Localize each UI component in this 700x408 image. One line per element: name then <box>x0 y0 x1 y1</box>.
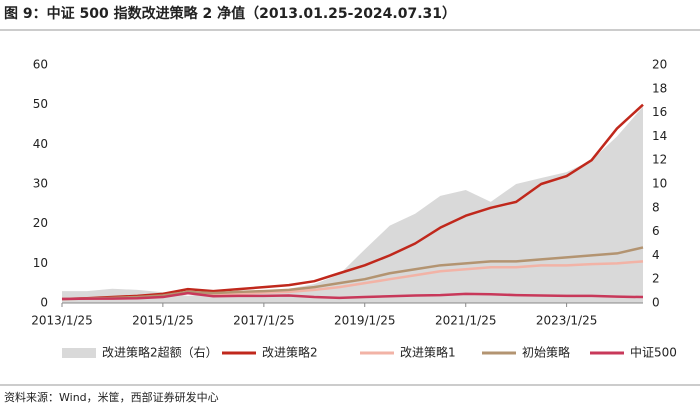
y2-tick-label: 8 <box>652 200 660 214</box>
legend-swatch <box>62 348 96 358</box>
legend-label: 改进策略2超额（右） <box>102 345 218 360</box>
y-tick-label: 20 <box>33 216 48 230</box>
legend-label: 中证500 <box>630 345 677 360</box>
y-tick-label: 60 <box>33 58 48 72</box>
legend-label: 改进策略2 <box>262 345 318 360</box>
line <box>61 246 644 301</box>
legend-label: 初始策略 <box>522 345 570 360</box>
x-tick-label: 2023/1/25 <box>536 314 598 328</box>
line <box>61 291 644 301</box>
y-tick-label: 10 <box>33 256 48 270</box>
area <box>62 106 643 304</box>
y2-tick-label: 10 <box>652 177 667 191</box>
source: 资料来源：Wind，米筐，西部证券研发中心 <box>4 390 219 404</box>
y2-tick-label: 20 <box>652 58 667 72</box>
y2-tick-label: 18 <box>652 81 667 95</box>
y2-tick-label: 6 <box>652 224 660 238</box>
y-tick-label: 0 <box>40 296 48 310</box>
x-tick-label: 2017/1/25 <box>233 314 295 328</box>
y-tick-label: 40 <box>33 137 48 151</box>
y2-tick-label: 12 <box>652 153 667 167</box>
legend-label: 改进策略1 <box>400 345 456 360</box>
y2-tick-label: 2 <box>652 272 660 286</box>
line <box>61 103 644 301</box>
chart-title: 图 9：中证 500 指数改进策略 2 净值（2013.01.25-2024.0… <box>4 5 456 22</box>
y-tick-label: 30 <box>33 177 48 191</box>
x-tick-label: 2015/1/25 <box>132 314 194 328</box>
x-tick-label: 2021/1/25 <box>435 314 497 328</box>
x-tick-label: 2013/1/25 <box>31 314 93 328</box>
y2-tick-label: 14 <box>652 129 667 143</box>
y2-tick-label: 0 <box>652 296 660 310</box>
y2-tick-label: 4 <box>652 248 660 262</box>
y-tick-label: 50 <box>33 97 48 111</box>
y2-tick-label: 16 <box>652 105 667 119</box>
x-tick-label: 2019/1/25 <box>334 314 396 328</box>
